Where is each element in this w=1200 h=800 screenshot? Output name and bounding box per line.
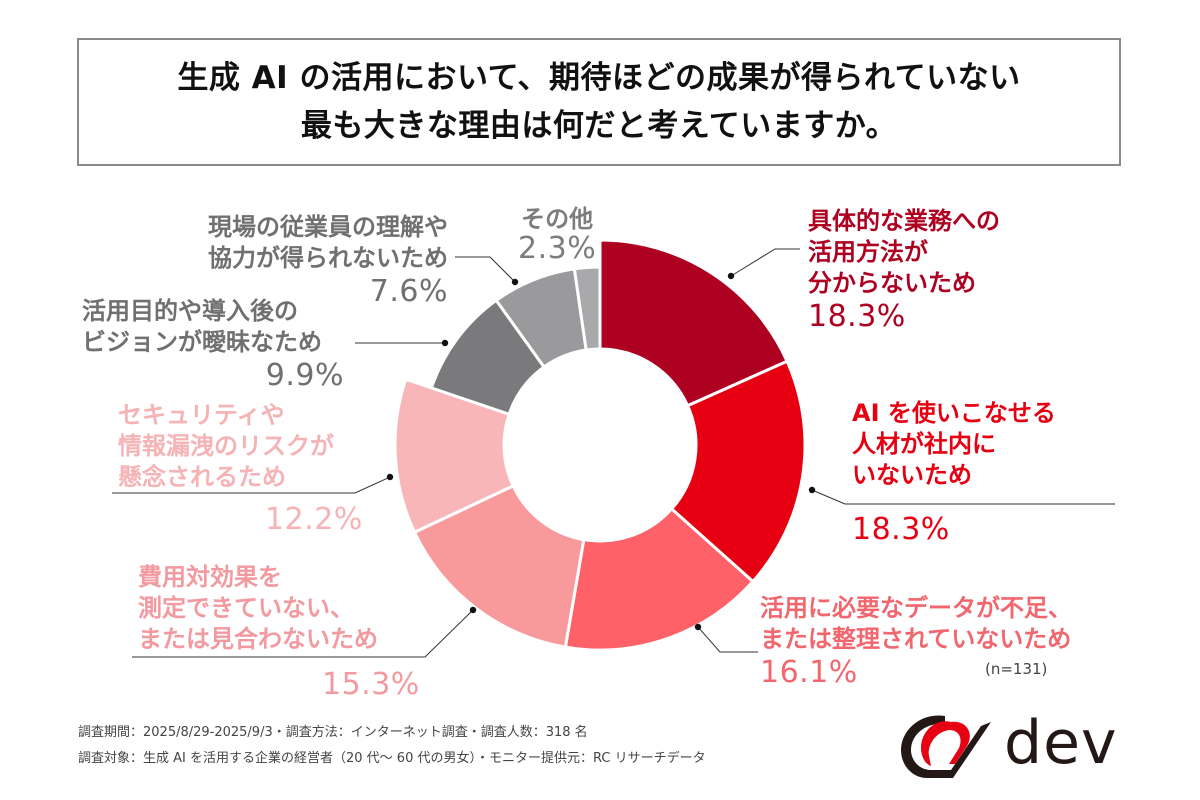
label-text: または見合わないため	[138, 625, 378, 653]
label-percent: 18.3%	[808, 299, 906, 334]
leader-dot-2	[694, 623, 702, 631]
label-text: セキュリティや	[118, 401, 285, 429]
leader-dot-0	[727, 272, 735, 280]
donut-slice-7	[572, 265, 602, 352]
label-text: 測定できていない、	[138, 594, 354, 622]
donut-slice-0	[598, 238, 790, 408]
leader-dot-4	[386, 473, 394, 481]
label-text: 現場の従業員の理解や	[208, 213, 448, 241]
label-text: 費用対効果を	[138, 563, 282, 591]
label-text: 具体的な業務への	[808, 207, 1000, 235]
label-slice-3: 費用対効果を 測定できていない、 または見合わないため	[138, 562, 378, 655]
label-percent: 16.1%	[760, 655, 858, 690]
label-text: AI を使いこなせる	[852, 399, 1056, 427]
survey-period-note: 調査期間：2025/8/29-2025/9/3・調査方法：インターネット調査・調…	[78, 725, 588, 740]
label-slice-2: 活用に必要なデータが不足、 または整理されていないため 16.1%	[760, 593, 1072, 691]
label-percent: 15.3%	[322, 667, 420, 702]
question-title-box: 生成 AI の活用において、期待ほどの成果が得られていない 最も大きな理由は何だ…	[77, 38, 1121, 166]
label-text: 分からないため	[808, 269, 976, 297]
label-slice-6: 現場の従業員の理解や 協力が得られないため 7.6%	[180, 212, 448, 310]
label-slice-5: 活用目的や導入後の ビジョンが曖昧なため 9.9%	[82, 296, 344, 394]
leader-dot-1	[808, 486, 816, 494]
leader-dot-6	[511, 278, 519, 286]
donut-slice-2	[563, 506, 756, 652]
survey-target-note: 調査対象：生成 AI を活用する企業の経営者（20 代～ 60 代の男女）・モニ…	[78, 751, 706, 766]
leader-line-1	[811, 489, 1115, 505]
leader-line-0	[730, 248, 800, 277]
label-text: 懸念されるため	[118, 463, 286, 491]
leader-line-2	[697, 626, 758, 653]
label-text: 活用方法が	[808, 238, 928, 266]
donut-slice-3	[412, 483, 586, 649]
dev-logo-text: dev	[1004, 708, 1118, 778]
label-percent: 12.2%	[265, 502, 363, 537]
leader-line-3	[132, 609, 474, 658]
leader-line-4	[112, 476, 391, 494]
leader-dot-3	[469, 606, 477, 614]
label-percent-slice-3: 15.3%	[322, 667, 420, 703]
dev-logo-mark-icon	[901, 715, 991, 778]
title-line-2: 最も大きな理由は何だと考えていますか。	[300, 108, 898, 144]
label-slice-4: セキュリティや 情報漏洩のリスクが 懸念されるため	[118, 400, 334, 493]
label-percent-slice-4: 12.2%	[265, 502, 363, 538]
label-text: いないため	[852, 461, 972, 489]
label-text: 人材が社内に	[852, 430, 996, 458]
label-text: 協力が得られないため	[208, 244, 448, 272]
leader-dot-5	[441, 339, 449, 347]
label-text: 情報漏洩のリスクが	[118, 432, 334, 460]
label-slice-1: AI を使いこなせる 人材が社内に いないため	[852, 398, 1056, 491]
label-percent-slice-1: 18.3%	[852, 512, 950, 548]
donut-slice-4	[393, 377, 516, 535]
label-percent: 7.6%	[369, 274, 448, 309]
label-percent: 18.3%	[852, 512, 950, 547]
label-text: 活用に必要なデータが不足、	[760, 594, 1072, 622]
label-percent: 2.3%	[518, 231, 597, 266]
sample-size-note: (n=131)	[985, 660, 1048, 678]
leader-line-6	[455, 256, 516, 283]
label-text: ビジョンが曖昧なため	[82, 328, 322, 356]
label-text: または整理されていないため	[760, 625, 1072, 653]
label-text: その他	[521, 205, 594, 233]
title-line-1: 生成 AI の活用において、期待ほどの成果が得られていない	[177, 60, 1021, 96]
label-slice-7: その他 2.3%	[518, 204, 596, 267]
label-percent: 9.9%	[265, 358, 344, 393]
label-text: 活用目的や導入後の	[82, 297, 298, 325]
label-slice-0: 具体的な業務への 活用方法が 分からないため 18.3%	[808, 206, 1000, 335]
donut-slice-1	[669, 359, 807, 584]
